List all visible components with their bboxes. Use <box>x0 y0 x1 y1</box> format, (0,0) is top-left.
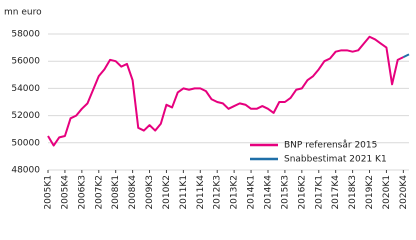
x-tick-label: 2017K1 <box>314 175 324 210</box>
y-tick-label: 50000 <box>11 138 40 148</box>
x-tick-label: 2005K1 <box>44 175 54 210</box>
x-tick-label: 2013K2 <box>230 175 240 210</box>
x-tick-label: 2015K3 <box>280 175 290 210</box>
y-tick-label: 52000 <box>11 111 40 121</box>
x-tick-label: 2009K3 <box>145 175 155 210</box>
legend-label: BNP referensår 2015 <box>284 140 377 151</box>
x-tick-label: 2014K1 <box>247 175 257 210</box>
x-tick-label: 2006K3 <box>77 175 87 210</box>
x-tick-label: 2017K4 <box>331 175 341 210</box>
x-tick-label: 2019K2 <box>365 175 375 210</box>
y-tick-label: 48000 <box>11 166 40 176</box>
x-tick-label: 2012K3 <box>213 175 223 210</box>
series-line <box>402 53 410 59</box>
legend-label: Snabbestimat 2021 K1 <box>284 155 387 165</box>
x-tick-label: 2005K4 <box>60 175 70 210</box>
x-tick-label: 2010K2 <box>162 175 172 210</box>
chart: mn euro 48000 50000 52000 54000 56000 58000 20… <box>4 8 410 210</box>
x-tick-label: 2011K1 <box>179 175 189 210</box>
x-tick-label: 2007K2 <box>94 175 104 210</box>
x-tick-label: 2016K2 <box>297 175 307 210</box>
y-tick-label: 54000 <box>11 84 40 94</box>
x-tick-label: 2011K4 <box>196 175 206 210</box>
x-tick-label: 2008K4 <box>128 175 138 210</box>
x-tick-label: 2020K1 <box>382 175 392 210</box>
series-line <box>47 35 404 147</box>
y-tick-label: 56000 <box>11 57 40 67</box>
x-tick-label: 2020K4 <box>399 175 409 210</box>
x-tick-label: 2018K3 <box>348 175 358 210</box>
x-tick-label: 2014K4 <box>263 175 273 210</box>
y-tick-label: 58000 <box>11 30 40 40</box>
y-axis-unit: mn euro <box>4 8 42 18</box>
x-tick-label: 2008K1 <box>111 175 121 210</box>
